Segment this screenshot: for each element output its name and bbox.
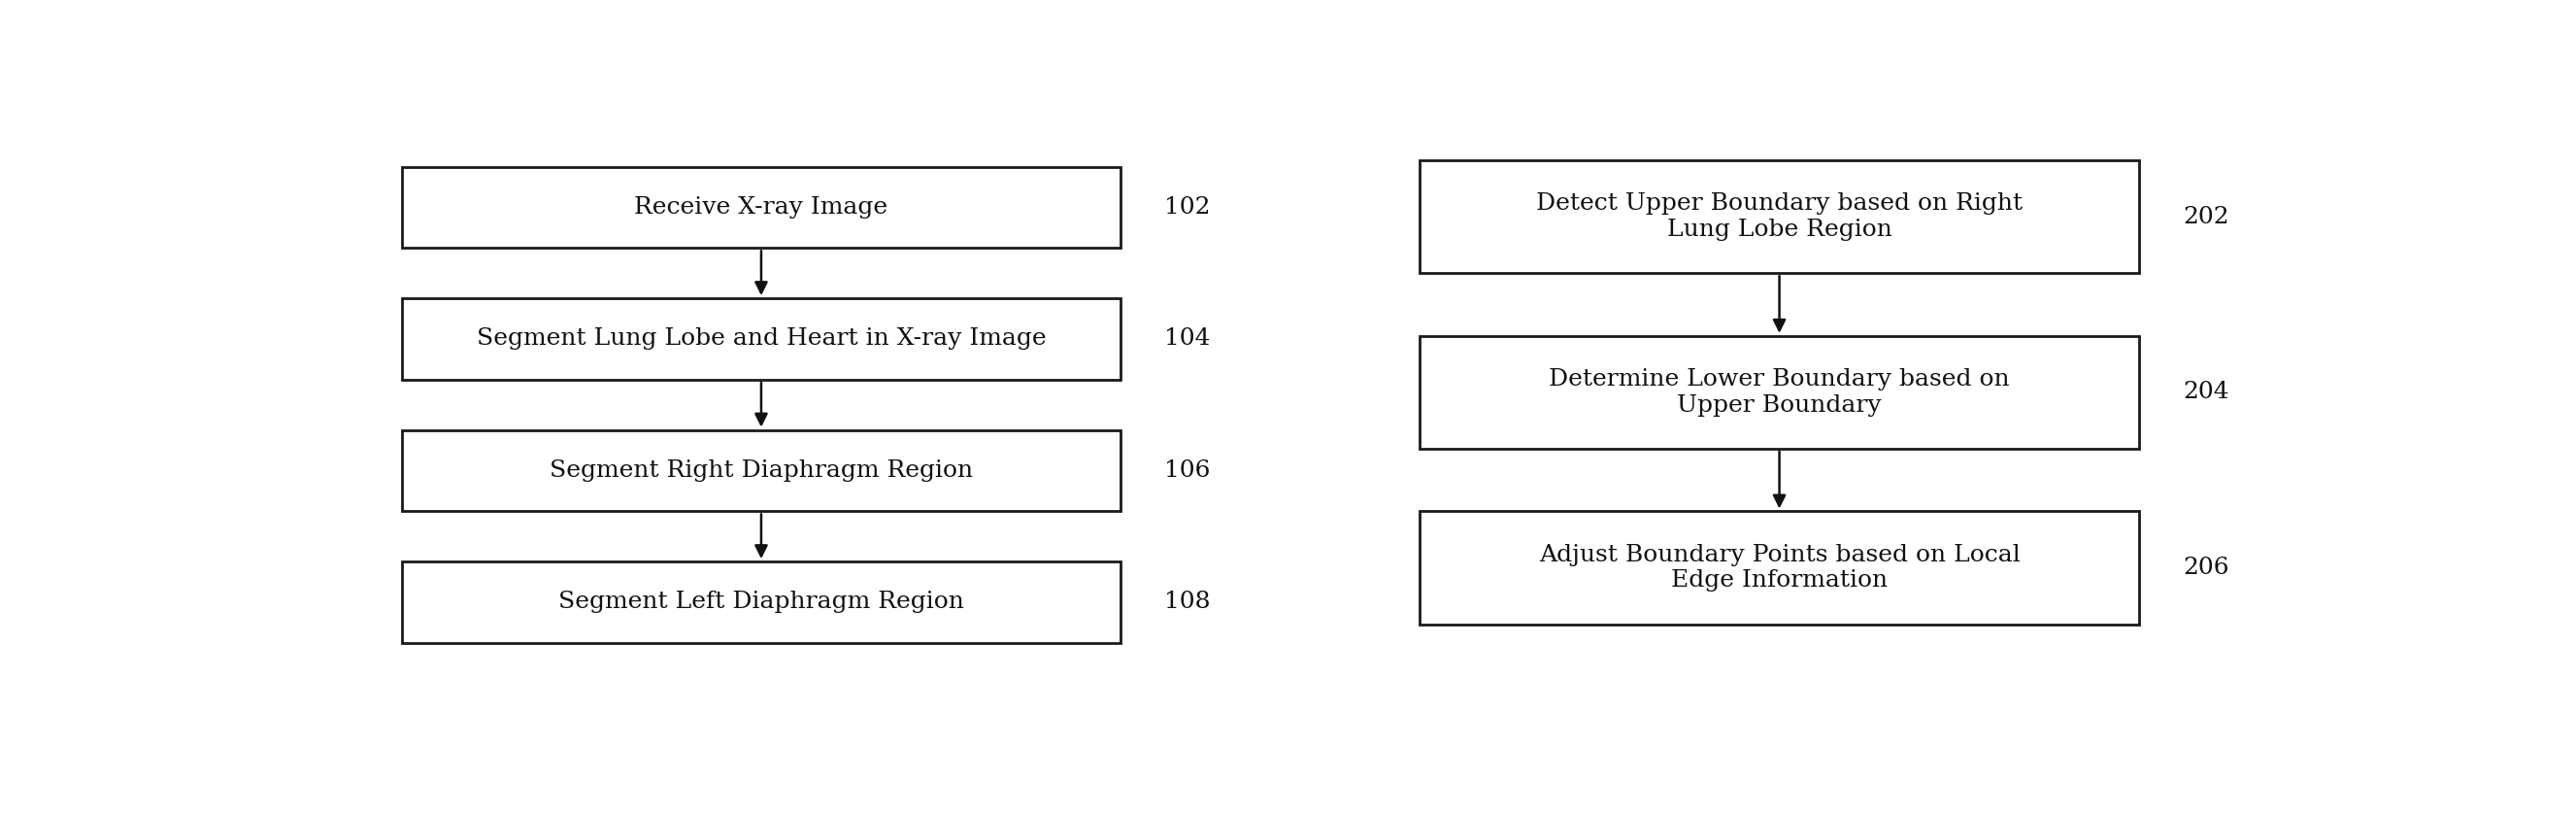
FancyBboxPatch shape xyxy=(1419,160,2138,274)
FancyBboxPatch shape xyxy=(1419,336,2138,449)
Text: Segment Left Diaphragm Region: Segment Left Diaphragm Region xyxy=(559,591,963,614)
FancyBboxPatch shape xyxy=(1419,511,2138,624)
Text: 206: 206 xyxy=(2182,557,2228,579)
Text: Segment Right Diaphragm Region: Segment Right Diaphragm Region xyxy=(549,459,974,482)
FancyBboxPatch shape xyxy=(402,298,1121,379)
FancyBboxPatch shape xyxy=(402,430,1121,511)
Text: Adjust Boundary Points based on Local
Edge Information: Adjust Boundary Points based on Local Ed… xyxy=(1538,544,2020,592)
Text: 106: 106 xyxy=(1164,459,1211,482)
FancyBboxPatch shape xyxy=(402,167,1121,248)
Text: Receive X-ray Image: Receive X-ray Image xyxy=(634,196,889,218)
Text: 202: 202 xyxy=(2182,206,2228,228)
Text: Detect Upper Boundary based on Right
Lung Lobe Region: Detect Upper Boundary based on Right Lun… xyxy=(1535,193,2022,241)
Text: Determine Lower Boundary based on
Upper Boundary: Determine Lower Boundary based on Upper … xyxy=(1548,368,2009,416)
Text: Segment Lung Lobe and Heart in X-ray Image: Segment Lung Lobe and Heart in X-ray Ima… xyxy=(477,328,1046,350)
Text: 204: 204 xyxy=(2182,381,2228,404)
Text: 108: 108 xyxy=(1164,591,1211,614)
FancyBboxPatch shape xyxy=(402,562,1121,643)
Text: 104: 104 xyxy=(1164,328,1211,350)
Text: 102: 102 xyxy=(1164,196,1211,218)
